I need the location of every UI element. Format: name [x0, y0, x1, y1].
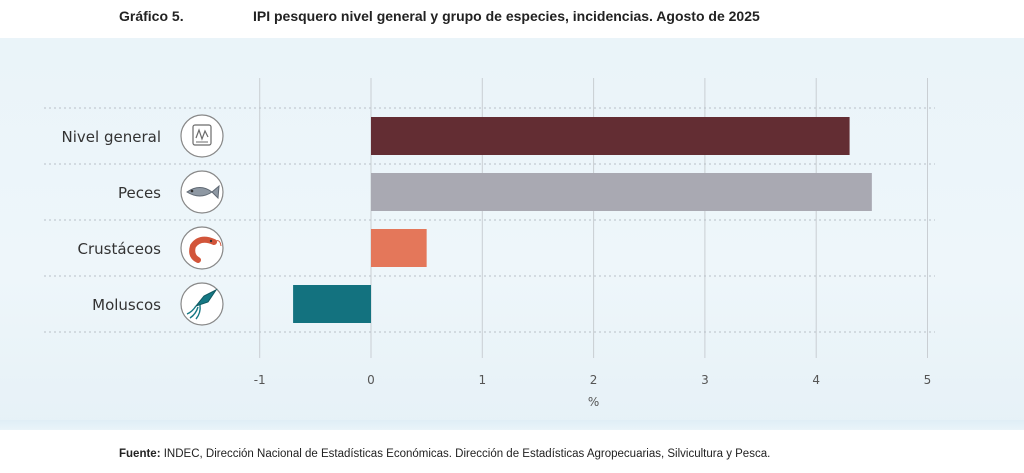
source-label: Fuente:: [119, 448, 161, 460]
bar-moluscos: [293, 285, 371, 323]
fish-icon: [180, 170, 224, 214]
x-tick-label-4: 3: [701, 373, 709, 387]
x-tick-label-5: 4: [812, 373, 820, 387]
x-tick-label-3: 2: [590, 373, 598, 387]
chart-title: IPI pesquero nivel general y grupo de es…: [253, 8, 760, 24]
x-tick-label-2: 1: [478, 373, 486, 387]
bar-nivel-general: [371, 117, 850, 155]
source-note: Fuente: INDEC, Dirección Nacional de Est…: [119, 448, 770, 460]
category-label-nivel-general: Nivel general: [62, 128, 161, 146]
chart-header: Gráfico 5. IPI pesquero nivel general y …: [0, 6, 1024, 28]
shrimp-icon: [180, 226, 224, 270]
panel-bottom-band: [0, 420, 1024, 430]
figure-number: Gráfico 5.: [119, 8, 184, 24]
squid-icon: [180, 282, 224, 326]
x-axis-label: %: [588, 395, 599, 409]
bar-peces: [371, 173, 872, 211]
x-tick-label-1: 0: [367, 373, 375, 387]
category-label-peces: Peces: [118, 184, 161, 202]
x-tick-label-0: -1: [254, 373, 266, 387]
category-label-moluscos: Moluscos: [92, 296, 161, 314]
x-tick-label-6: 5: [924, 373, 932, 387]
bar-crustaceos: [371, 229, 427, 267]
source-text: INDEC, Dirección Nacional de Estadística…: [160, 448, 771, 460]
chart-panel: [0, 38, 1024, 430]
category-label-crustaceos: Crustáceos: [77, 240, 161, 258]
gauge-icon: [180, 114, 224, 158]
